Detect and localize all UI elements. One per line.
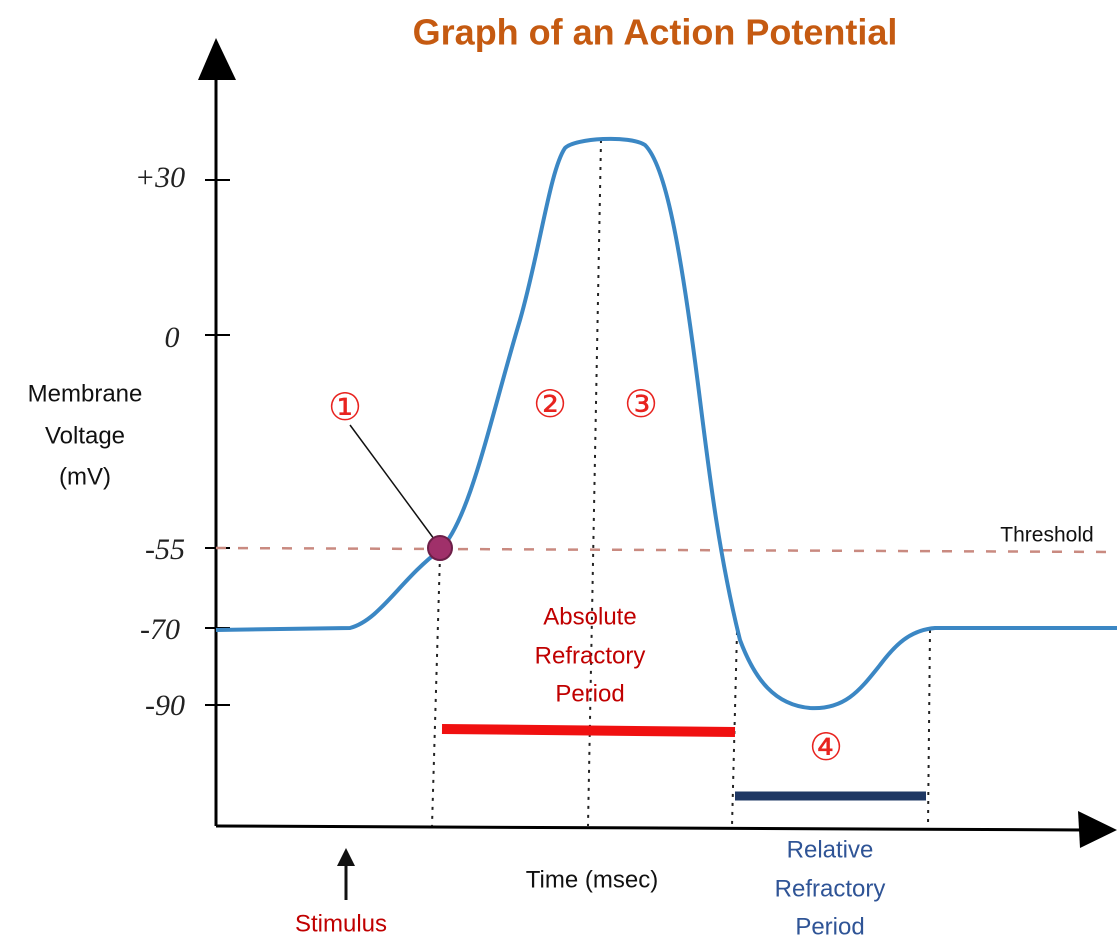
y-tick-label: -55: [145, 533, 185, 566]
x-axis-label: Time (msec): [526, 866, 658, 893]
guide-line: [587, 139, 602, 827]
absolute-label: Refractory: [535, 642, 646, 669]
absolute-label: Absolute: [543, 603, 636, 630]
stimulus-label: Stimulus: [295, 910, 387, 937]
y-axis-label: (mV): [59, 463, 111, 490]
absolute-label: Period: [555, 680, 624, 707]
y-tick-label: -70: [140, 613, 180, 646]
y-tick-label: 0: [165, 321, 180, 354]
guide-line: [431, 554, 441, 827]
relative-label: Refractory: [775, 875, 886, 902]
y-tick-label: -90: [145, 689, 185, 722]
phase-label: ②: [533, 384, 567, 426]
x-axis: [215, 824, 1086, 832]
y-arrow: [198, 38, 236, 80]
stimulus-arrowhead: [337, 848, 355, 866]
guide-line: [927, 629, 931, 827]
x-arrow: [1078, 811, 1117, 848]
title: Graph of an Action Potential: [413, 12, 898, 53]
phase-label: ④: [809, 727, 843, 769]
action-potential-curve: [215, 136, 1117, 711]
phase-label: ③: [624, 384, 658, 426]
relative-label: Period: [795, 913, 864, 940]
y-tick-label: +30: [135, 161, 185, 194]
y-axis-label: Membrane: [28, 380, 143, 407]
threshold-label: Threshold: [1000, 524, 1093, 547]
threshold-point: [427, 535, 453, 561]
pointer: [349, 424, 438, 544]
y-axis-label: Voltage: [45, 422, 125, 449]
relative-label: Relative: [787, 836, 874, 863]
threshold-line: [215, 546, 1117, 554]
absolute-bar: [441, 724, 736, 737]
phase-label: ①: [328, 387, 362, 429]
